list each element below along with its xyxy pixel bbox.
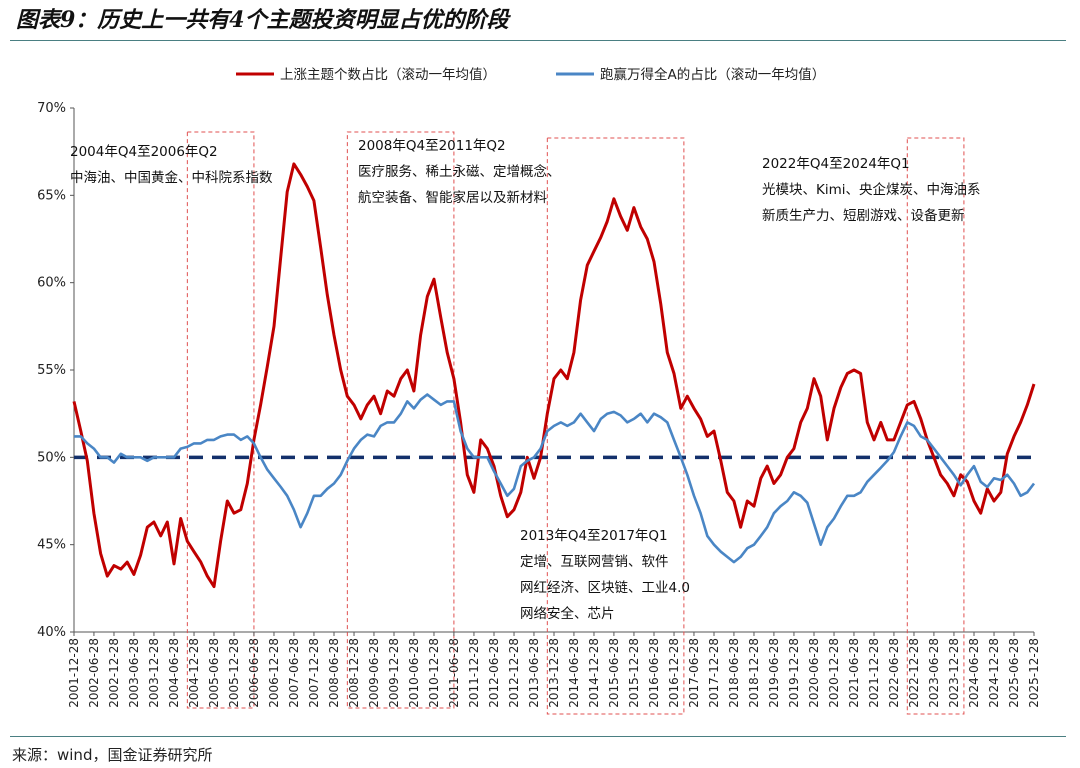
y-tick-label: 45% [37, 538, 66, 553]
x-tick-label: 2012-12-28 [507, 638, 521, 708]
x-tick-label: 2005-06-28 [207, 638, 221, 708]
x-tick-label: 2018-12-28 [747, 638, 761, 708]
x-tick-label: 2009-06-28 [367, 638, 381, 708]
annotation-period: 2022年Q4至2024年Q1 [762, 156, 910, 172]
legend-label: 跑赢万得全A的占比（滚动一年均值） [600, 66, 825, 83]
x-tick-label: 2008-06-28 [327, 638, 341, 708]
line-chart: 40% 45% 50% 55% 60% 65% 70% 2001-12-28 2002-06-… [37, 66, 1041, 715]
annotation-period: 2008年Q4至2011年Q2 [358, 138, 506, 154]
series-lines [72, 162, 1036, 589]
x-tick-label: 2020-06-28 [807, 638, 821, 708]
x-tick-label: 2019-12-28 [787, 638, 801, 708]
x-tick-label: 2025-06-28 [1007, 638, 1021, 708]
x-tick-label: 2017-06-28 [687, 638, 701, 708]
x-tick-label: 2015-06-28 [607, 638, 621, 708]
x-tick-label: 2012-06-28 [487, 638, 501, 708]
x-tick-label: 2009-12-28 [387, 638, 401, 708]
x-tick-label: 2006-06-28 [247, 638, 261, 708]
annotation-themes: 新质生产力、短剧游戏、设备更新 [762, 207, 965, 224]
legend: 上涨主题个数占比（滚动一年均值） 跑赢万得全A的占比（滚动一年均值） [236, 66, 825, 83]
x-tick-label: 2004-06-28 [167, 638, 181, 708]
highlight-range-box [906, 137, 965, 715]
y-axis: 40% 45% 50% 55% 60% 65% 70% [37, 101, 74, 640]
x-tick-label: 2023-12-28 [947, 638, 961, 708]
x-tick-label: 2002-06-28 [87, 638, 101, 708]
x-tick-label: 2021-06-28 [847, 638, 861, 708]
y-tick-label: 65% [37, 188, 66, 203]
x-tick-label: 2003-12-28 [147, 638, 161, 708]
x-tick-label: 2016-12-28 [667, 638, 681, 708]
annotation-themes: 网络安全、芯片 [520, 605, 615, 622]
highlight-range-box [546, 137, 685, 715]
title-divider [10, 40, 1066, 41]
annotation-period: 2013年Q4至2017年Q1 [520, 528, 668, 544]
x-tick-label: 2025-12-28 [1027, 638, 1041, 708]
x-tick-label: 2013-12-28 [547, 638, 561, 708]
annotation-themes: 光模块、Kimi、央企煤炭、中海油系 [762, 181, 981, 198]
source-note: 来源：wind，国金证券研究所 [12, 746, 213, 764]
x-tick-label: 2011-12-28 [467, 638, 481, 708]
x-tick-label: 2015-12-28 [627, 638, 641, 708]
x-tick-label: 2010-06-28 [407, 638, 421, 708]
highlight-range-box [346, 131, 455, 709]
x-tick-label: 2023-06-28 [927, 638, 941, 708]
legend-label: 上涨主题个数占比（滚动一年均值） [280, 66, 496, 83]
x-tick-label: 2016-06-28 [647, 638, 661, 708]
y-tick-label: 50% [37, 450, 66, 465]
x-tick-label: 2004-12-28 [187, 638, 201, 708]
annotation-themes: 中海油、中国黄金、中科院系指数 [70, 170, 273, 186]
annotation-themes: 医疗服务、稀土永磁、定增概念、 [358, 163, 561, 180]
x-tick-label: 2001-12-28 [67, 638, 81, 708]
x-tick-label: 2022-12-28 [907, 638, 921, 708]
annotation-themes: 航空装备、智能家居以及新材料 [358, 189, 547, 206]
highlight-ranges [186, 131, 965, 715]
x-tick-label: 2005-12-28 [227, 638, 241, 708]
x-tick-label: 2008-12-28 [347, 638, 361, 708]
x-tick-label: 2002-12-28 [107, 638, 121, 708]
x-tick-label: 2007-06-28 [287, 638, 301, 708]
x-tick-label: 2020-12-28 [827, 638, 841, 708]
x-tick-label: 2022-06-28 [887, 638, 901, 708]
y-tick-label: 40% [37, 625, 66, 640]
x-tick-label: 2003-06-28 [127, 638, 141, 708]
x-tick-label: 2021-12-28 [867, 638, 881, 708]
x-tick-label: 2024-12-28 [987, 638, 1001, 708]
x-axis: 2001-12-28 2002-06-28 2002-12-28 2003-06-28… [67, 632, 1041, 708]
x-tick-label: 2006-12-28 [267, 638, 281, 708]
y-tick-label: 70% [37, 101, 66, 116]
x-tick-label: 2011-06-28 [447, 638, 461, 708]
x-tick-label: 2010-12-28 [427, 638, 441, 708]
annotations: 2004年Q4至2006年Q2 中海油、中国黄金、中科院系指数 2008年Q4至20… [70, 138, 981, 622]
annotation-period: 2004年Q4至2006年Q2 [70, 144, 218, 160]
x-tick-label: 2014-12-28 [587, 638, 601, 708]
x-tick-label: 2007-12-28 [307, 638, 321, 708]
x-tick-label: 2013-06-28 [527, 638, 541, 708]
x-tick-label: 2019-06-28 [767, 638, 781, 708]
highlight-range-box [186, 131, 255, 709]
annotation-themes: 定增、互联网营销、软件 [520, 554, 669, 570]
y-tick-label: 60% [37, 276, 66, 291]
x-tick-label: 2014-06-28 [567, 638, 581, 708]
x-tick-label: 2024-06-28 [967, 638, 981, 708]
series-line-rising-themes [72, 162, 1036, 589]
annotation-themes: 网红经济、区块链、工业4.0 [520, 580, 690, 596]
y-tick-label: 55% [37, 363, 66, 378]
x-tick-label: 2017-12-28 [707, 638, 721, 708]
figure-title: 图表9：历史上一共有4个主题投资明显占优的阶段 [16, 7, 509, 33]
series-line-outperform-wind [74, 393, 1036, 564]
source-divider [10, 736, 1066, 737]
x-tick-label: 2018-06-28 [727, 638, 741, 708]
